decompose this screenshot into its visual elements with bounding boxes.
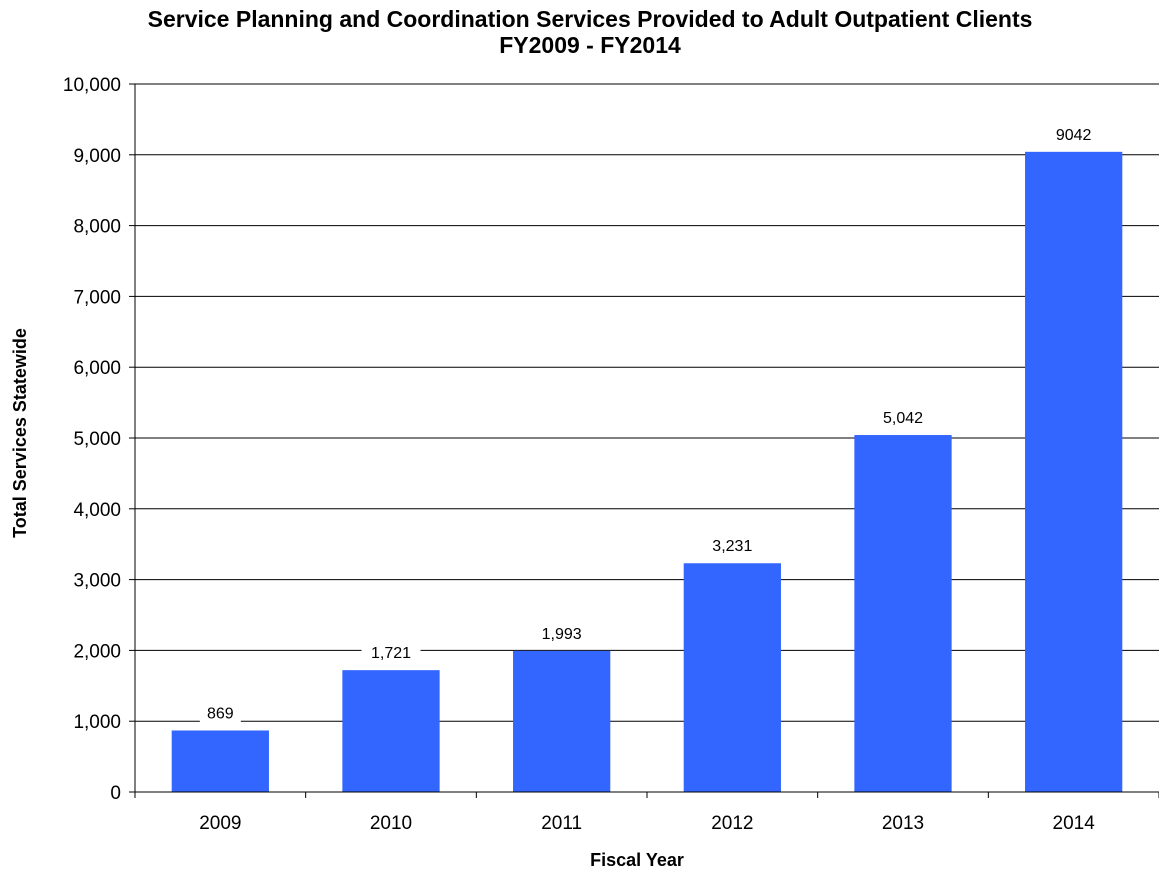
data-label: 3,231 <box>712 538 752 555</box>
data-label: 5,042 <box>883 410 923 427</box>
data-label-background <box>873 408 933 429</box>
bar <box>342 670 440 792</box>
y-tick-label: 3,000 <box>73 571 121 592</box>
bar <box>854 435 952 792</box>
data-label-background <box>1048 124 1099 145</box>
data-label-background <box>361 643 421 664</box>
bar <box>171 730 269 792</box>
x-tick-label: 2011 <box>541 813 582 834</box>
y-tick-label: 4,000 <box>73 500 121 521</box>
bar <box>683 563 781 792</box>
data-label: 1,993 <box>542 626 582 643</box>
y-tick-label: 0 <box>110 783 121 804</box>
y-tick-label: 8,000 <box>73 217 121 238</box>
y-tick-label: 10,000 <box>63 75 121 96</box>
y-tick-label: 2,000 <box>73 641 121 662</box>
x-tick-label: 2013 <box>882 813 924 834</box>
data-label: 869 <box>207 705 234 722</box>
bar <box>1025 151 1123 792</box>
y-tick-label: 7,000 <box>73 287 121 308</box>
x-tick-label: 2010 <box>370 813 412 834</box>
x-tick-label: 2012 <box>711 813 753 834</box>
chart-subtitle: FY2009 - FY2014 <box>499 32 681 58</box>
bar <box>513 650 611 792</box>
y-axis-title: Total Services Statewide <box>10 328 30 538</box>
x-tick-label: 2014 <box>1053 813 1096 834</box>
data-label-background <box>199 703 241 724</box>
y-tick-label: 6,000 <box>73 358 121 379</box>
gridlines <box>135 83 1159 722</box>
y-tick-label: 1,000 <box>73 712 121 733</box>
bars <box>171 151 1123 792</box>
y-tick-label: 9,000 <box>73 146 121 167</box>
x-axis-title: Fiscal Year <box>590 850 684 870</box>
labels: 0 1,000 2,000 3,000 4,000 5,000 6,000 7,000 8,00… <box>63 75 1099 834</box>
chart-title: Service Planning and Coordination Servic… <box>148 6 1033 32</box>
data-label: 9042 <box>1056 127 1092 144</box>
data-label-background <box>532 623 592 644</box>
data-label: 1,721 <box>371 645 411 662</box>
x-tick-label: 2009 <box>199 813 241 834</box>
y-tick-label: 5,000 <box>73 429 121 450</box>
axes <box>129 83 1159 798</box>
data-label-background <box>702 536 762 557</box>
